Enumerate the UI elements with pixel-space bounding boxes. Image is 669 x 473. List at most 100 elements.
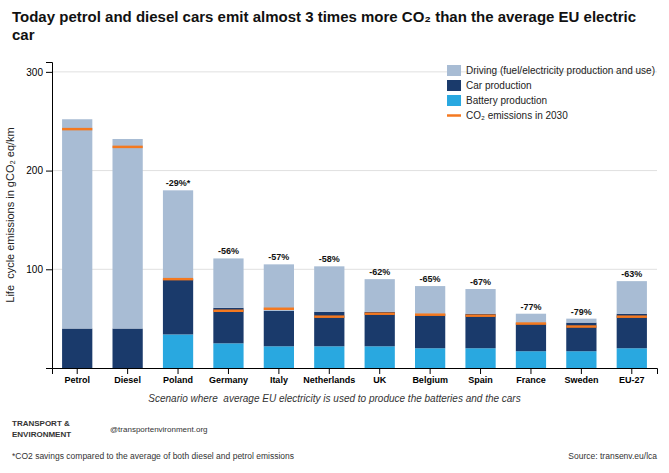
bar — [163, 279, 193, 334]
bar — [62, 119, 92, 328]
bar — [566, 351, 596, 368]
bar — [617, 281, 647, 314]
bar-series — [62, 279, 647, 368]
x-tick-mark — [379, 368, 380, 374]
legend-item: Battery production — [447, 95, 547, 106]
x-tick-label: Sweden — [564, 375, 598, 385]
bar — [113, 329, 143, 368]
savings-label: -65% — [420, 274, 441, 284]
x-tick-mark — [77, 368, 78, 374]
legend-item: Car production — [447, 80, 532, 91]
bar — [465, 314, 495, 349]
x-tick: Petrol — [64, 368, 90, 385]
x-tick-mark — [127, 368, 128, 374]
title: Today petrol and diesel cars emit almost… — [12, 8, 636, 43]
x-tick-label: UK — [373, 375, 386, 385]
y-tick-mark — [46, 72, 52, 73]
x-tick-mark — [430, 368, 431, 374]
bar — [163, 190, 193, 279]
x-tick-mark — [530, 368, 531, 374]
x-tick-label: Germany — [209, 375, 248, 385]
bar — [314, 312, 344, 347]
annotation: @transportenvironment.org — [110, 425, 208, 434]
bar — [465, 348, 495, 368]
bar — [264, 311, 294, 347]
x-tick-label: France — [516, 375, 546, 385]
x-tick: UK — [373, 368, 386, 385]
x-axis-line — [53, 369, 658, 375]
x-tick-label: Spain — [468, 375, 493, 385]
savings-label: -29%* — [166, 178, 191, 188]
x-tick: EU-27 — [619, 368, 645, 385]
y-tick: 100 — [26, 264, 52, 275]
title-line: car — [12, 26, 35, 43]
legend-label: Car production — [466, 80, 532, 91]
y-tick: 200 — [26, 165, 52, 176]
x-tick-mark — [631, 368, 632, 374]
y-axis-line — [46, 63, 53, 369]
savings-labels: -29%*-56%-57%-58%-62%-65%-67%-77%-79%-63… — [166, 178, 643, 316]
x-tick-mark — [581, 368, 582, 374]
bar — [314, 346, 344, 368]
savings-label: -56% — [218, 246, 239, 256]
bar — [415, 286, 445, 314]
legend-label: CO₂ emissions in 2030 — [466, 110, 568, 121]
x-tick-mark — [278, 368, 279, 374]
x-tick-label: Netherlands — [303, 375, 355, 385]
hline-marker — [465, 314, 495, 317]
hline-marker — [415, 313, 445, 316]
x-tick: Netherlands — [303, 368, 355, 385]
savings-label: -67% — [470, 277, 491, 287]
x-tick-label: Poland — [163, 375, 193, 385]
annotation: Source: transenv.eu/lca — [568, 451, 657, 461]
x-tick: Belgium — [412, 368, 448, 385]
bar — [617, 314, 647, 349]
bar — [415, 314, 445, 349]
x-tick-label: EU-27 — [619, 375, 645, 385]
annotation: Scenario where average EU electricity is… — [148, 393, 520, 404]
bar — [213, 343, 243, 368]
hline-marker — [264, 308, 294, 311]
x-tick-label: Diesel — [114, 375, 141, 385]
annotation: ENVIRONMENT — [12, 430, 71, 439]
hline-marker — [566, 325, 596, 328]
annotation: *CO2 savings compared to the average of … — [12, 451, 294, 461]
bar — [113, 139, 143, 329]
hline-series — [62, 129, 647, 326]
savings-label: -62% — [369, 267, 390, 277]
x-tick: France — [516, 368, 546, 385]
x-tick-label: Italy — [270, 375, 288, 385]
bar — [415, 348, 445, 368]
bar — [365, 346, 395, 368]
plot: -29%*-56%-57%-58%-62%-65%-67%-77%-79%-63… — [26, 63, 657, 386]
title-line: Today petrol and diesel cars emit almost… — [12, 8, 636, 25]
savings-label: -58% — [319, 254, 340, 264]
x-tick-mark — [480, 368, 481, 374]
y-axis-title: Life cycle emissions in gCO₂ eq/km — [4, 127, 16, 302]
x-tick: Spain — [468, 368, 493, 385]
y-tick-label: 100 — [26, 264, 43, 275]
legend-item: Driving (fuel/electricity production and… — [447, 65, 655, 76]
y-tick-mark — [46, 269, 52, 270]
bar — [516, 314, 546, 323]
hline-marker — [113, 146, 143, 149]
x-tick: Italy — [270, 368, 288, 385]
legend: Driving (fuel/electricity production and… — [447, 65, 655, 121]
legend-label: Driving (fuel/electricity production and… — [466, 65, 655, 76]
bar — [213, 258, 243, 307]
y-tick-label: 200 — [26, 165, 43, 176]
x-tick: Sweden — [564, 368, 598, 385]
x-tick: Poland — [163, 368, 193, 385]
y-axis: 100200300 — [26, 63, 52, 369]
savings-label: -79% — [571, 307, 592, 317]
hline-marker — [365, 312, 395, 315]
bar — [617, 348, 647, 368]
legend-swatch — [447, 65, 461, 76]
bar — [264, 346, 294, 368]
bar — [314, 266, 344, 311]
x-axis: Petrol Diesel Poland Germany Italy Netherland… — [53, 368, 658, 385]
bar — [264, 264, 294, 310]
bar-series — [62, 119, 647, 328]
hline-marker — [314, 315, 344, 318]
y-tick-mark — [46, 171, 52, 172]
